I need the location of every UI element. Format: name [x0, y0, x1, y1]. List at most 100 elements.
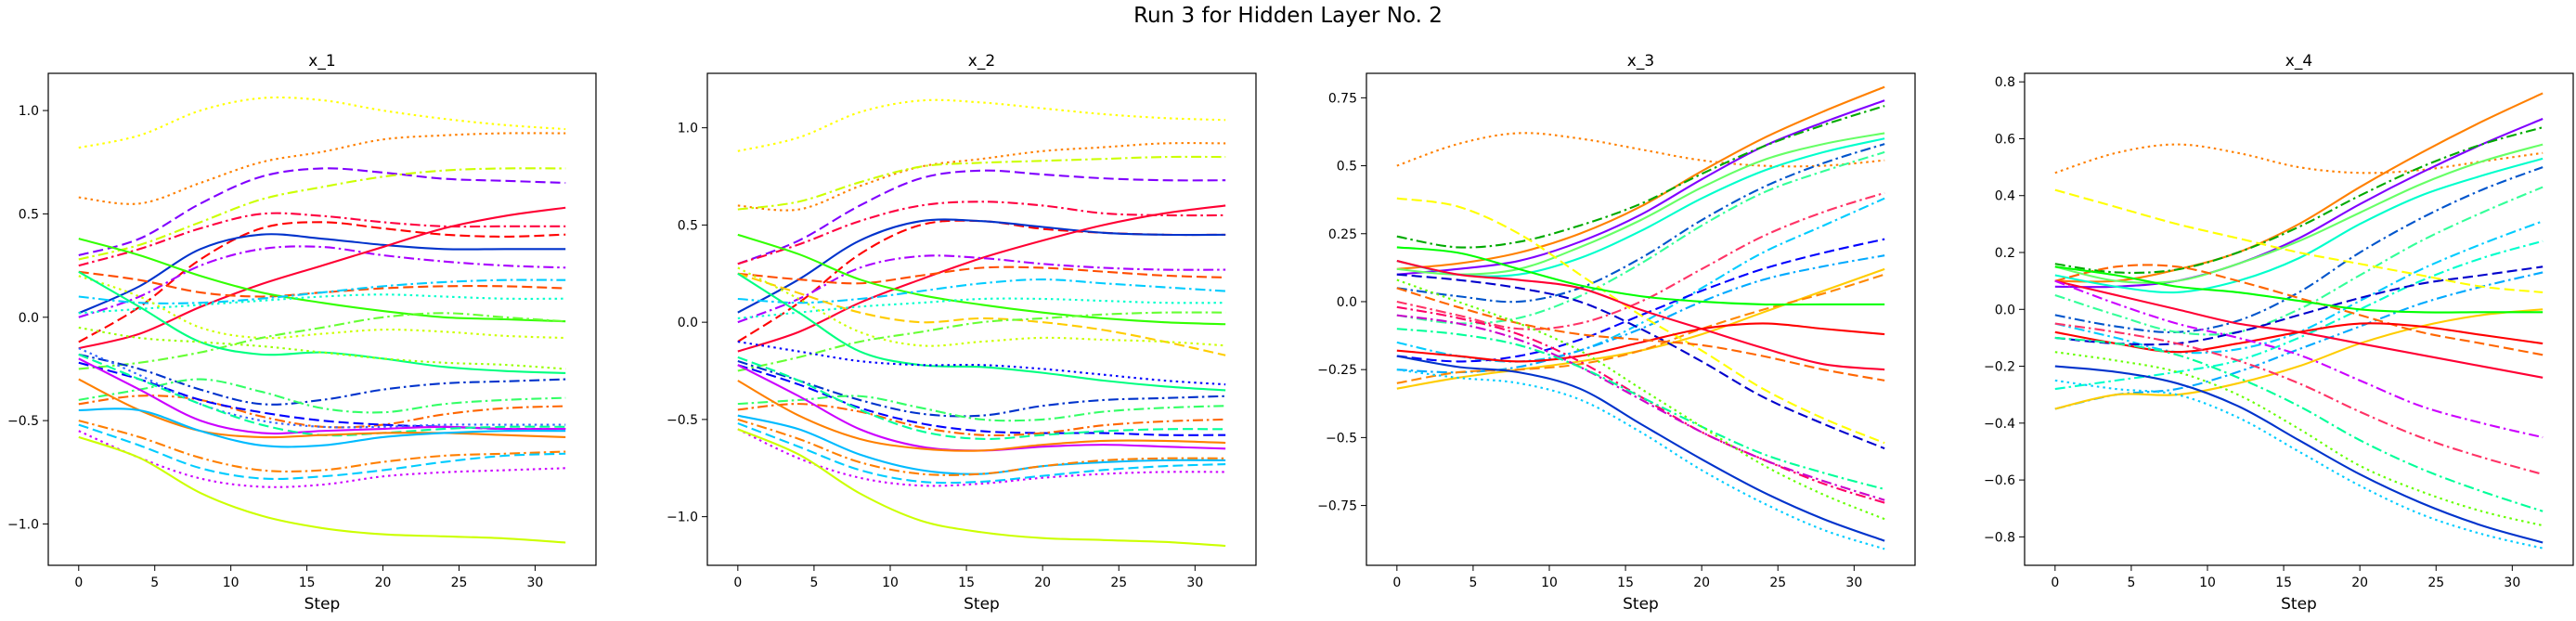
- series-line-12: [1396, 254, 1885, 374]
- series-line-12: [2054, 271, 2544, 410]
- series-line-3: [78, 167, 566, 256]
- series-line-24: [2054, 379, 2544, 550]
- x-tick-label: 0: [733, 576, 742, 590]
- y-tick-label: 0.4: [1995, 189, 2015, 204]
- series-line-22: [78, 347, 566, 429]
- y-tick-label: −0.5: [667, 413, 698, 428]
- series-line-23: [2054, 365, 2544, 544]
- series-line-25: [1396, 355, 1885, 542]
- series-line-3: [737, 155, 1226, 211]
- series-line-16: [78, 270, 566, 374]
- series-line-14: [2054, 188, 2544, 293]
- series-line-10: [737, 265, 1226, 285]
- y-tick-label: 0.6: [1995, 132, 2015, 147]
- y-tick-label: 0.0: [1995, 303, 2015, 317]
- series-line-25: [737, 380, 1226, 452]
- y-tick-label: 1.0: [19, 104, 39, 119]
- series-line-7: [2054, 166, 2544, 333]
- series-line-27: [78, 420, 566, 473]
- axes-frame: [706, 72, 1257, 566]
- series-line-12: [78, 278, 566, 304]
- subplot-title: x_3: [1627, 52, 1654, 71]
- x-tick-label: 5: [1469, 576, 1477, 590]
- series-line-13: [78, 293, 566, 315]
- plot-area: [2025, 73, 2573, 565]
- x-tick-label: 15: [1617, 576, 1634, 590]
- x-tick-label: 20: [375, 576, 392, 590]
- series-line-26: [78, 408, 566, 448]
- series-line-20: [1396, 246, 1885, 306]
- figure-suptitle: Run 3 for Hidden Layer No. 2: [1133, 4, 1443, 28]
- axes-frame: [1366, 72, 1916, 566]
- series-line-7: [737, 218, 1226, 314]
- series-line-5: [2054, 143, 2544, 284]
- x-axis-label: Step: [964, 595, 1000, 614]
- x-tick-label: 25: [451, 576, 468, 590]
- x-tick-label: 15: [299, 576, 316, 590]
- series-line-21: [737, 364, 1226, 436]
- series-group: [737, 98, 1226, 548]
- y-tick-label: −0.8: [1984, 530, 2015, 545]
- series-line-26: [737, 414, 1226, 475]
- series-line-27: [737, 418, 1226, 476]
- series-line-22: [2054, 351, 2544, 527]
- x-tick-label: 10: [223, 576, 239, 590]
- y-tick-label: 0.8: [1995, 75, 2015, 90]
- series-line-29: [737, 428, 1226, 487]
- y-tick-label: −0.25: [1317, 363, 1357, 378]
- x-tick-label: 15: [958, 576, 975, 590]
- series-line-22: [737, 403, 1226, 437]
- y-tick-label: 0.5: [678, 218, 698, 233]
- series-line-30: [78, 435, 566, 544]
- series-line-15: [737, 266, 1226, 347]
- x-axis-label: Step: [304, 595, 341, 614]
- series-line-22: [1396, 314, 1885, 501]
- y-tick-label: −0.6: [1984, 473, 2015, 488]
- series-line-30: [737, 428, 1226, 548]
- series-line-21: [78, 361, 566, 431]
- series-group: [2054, 92, 2544, 550]
- x-tick-label: 25: [2427, 576, 2444, 590]
- y-tick-label: −1.0: [667, 511, 698, 525]
- series-line-8: [2054, 186, 2544, 336]
- series-line-16: [1396, 273, 1885, 450]
- axes-frame: [47, 72, 597, 566]
- series-line-21: [1396, 305, 1885, 504]
- series-line-16: [2054, 265, 2544, 314]
- series-line-12: [737, 278, 1226, 304]
- series-line-25: [78, 378, 566, 439]
- series-line-6: [2054, 157, 2544, 294]
- subplot-3: x_3 0 5 10 15 20 25 30 −0.75 −0.5 −0.25 0.0 0.25 0.5 0…: [1317, 52, 1916, 614]
- series-line-2: [78, 132, 566, 205]
- series-line-23: [78, 357, 566, 435]
- x-tick-label: 30: [1845, 576, 1862, 590]
- series-line-14: [78, 275, 566, 340]
- series-line-17: [737, 272, 1226, 392]
- series-line-19: [737, 360, 1226, 418]
- plot-area: [707, 73, 1256, 565]
- series-line-23: [737, 356, 1226, 440]
- x-tick-label: 5: [2127, 576, 2135, 590]
- series-line-2: [737, 142, 1226, 212]
- y-tick-label: 0.5: [19, 207, 39, 222]
- subplot-title: x_4: [2285, 52, 2312, 71]
- x-tick-label: 5: [150, 576, 159, 590]
- series-line-9: [737, 254, 1226, 324]
- series-line-6: [78, 221, 566, 343]
- y-tick-label: 0.5: [1337, 160, 1357, 175]
- series-line-15: [78, 312, 566, 370]
- y-tick-label: −1.0: [7, 517, 39, 532]
- series-line-13: [2054, 308, 2544, 410]
- y-tick-label: −0.75: [1317, 499, 1357, 514]
- x-axis-label: Step: [1623, 595, 1659, 614]
- series-line-5: [78, 212, 566, 267]
- series-line-11: [737, 233, 1226, 326]
- subplot-2: x_2 0 5 10 15 20 25 30 −1.0 −0.5 0.0 0.5 1.0 Step: [667, 52, 1257, 614]
- x-tick-label: 30: [527, 576, 544, 590]
- series-line-18: [2054, 322, 2544, 354]
- subplot-4: x_4 0 5 10 15 20 25 30 −0.8 −0.6 −0.4 −0.2 0.0 0.2 0.4…: [1984, 52, 2574, 614]
- series-line-14: [1396, 273, 1885, 384]
- y-tick-label: 1.0: [678, 122, 698, 136]
- series-line-28: [78, 423, 566, 481]
